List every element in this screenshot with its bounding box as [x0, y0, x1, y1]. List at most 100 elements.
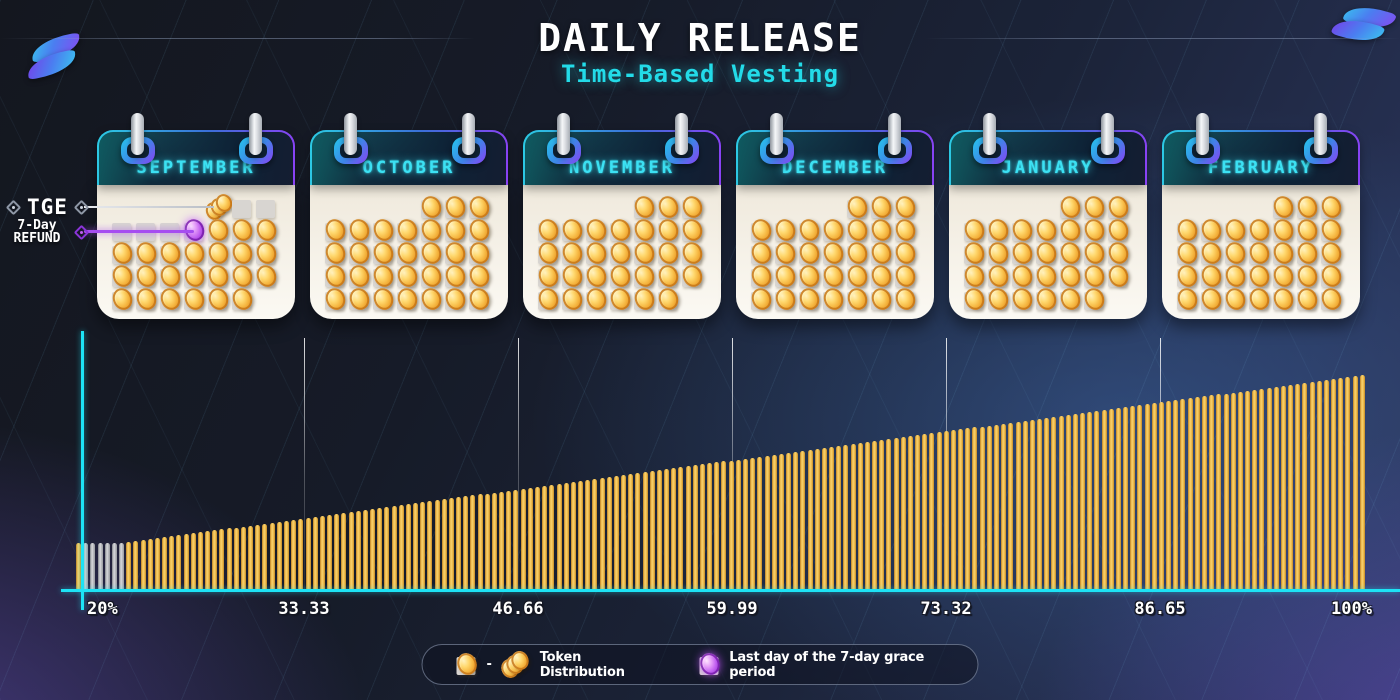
- gold-coin-day: [442, 285, 469, 313]
- pin-stem: [1314, 113, 1327, 155]
- daily-release-bar: [893, 438, 899, 590]
- daily-release-bar: [1158, 402, 1164, 590]
- gold-coin-day: [868, 285, 895, 313]
- gold-coin-day: [655, 193, 682, 221]
- gold-coin-day: [1081, 262, 1108, 290]
- daily-release-bar: [1237, 391, 1243, 590]
- gold-coin-day: [229, 285, 256, 313]
- chart-x-axis: [61, 589, 1400, 592]
- gold-coin-day: [1174, 239, 1201, 267]
- daily-release-bar: [327, 514, 333, 590]
- daily-release-bar: [1230, 392, 1236, 590]
- gold-coin-day: [1318, 262, 1345, 290]
- gold-coin-day: [559, 239, 586, 267]
- daily-release-bar: [907, 436, 913, 590]
- daily-release-bar: [979, 426, 985, 590]
- daily-release-bar: [291, 519, 297, 590]
- x-tick-label: 100%: [1331, 599, 1372, 619]
- daily-release-bar: [413, 503, 419, 590]
- daily-release-bar: [76, 543, 81, 590]
- daily-release-bar: [879, 440, 885, 590]
- daily-release-bar: [1123, 407, 1129, 590]
- gold-coin-day: [583, 216, 610, 244]
- empty-day-cell: [751, 198, 771, 218]
- gold-coin-day: [442, 193, 469, 221]
- daily-release-bar: [1115, 408, 1121, 590]
- legend-separator: -: [486, 657, 492, 672]
- gold-coin-day: [772, 239, 799, 267]
- gold-coin-day: [1081, 193, 1108, 221]
- gold-coin-day: [796, 239, 823, 267]
- daily-release-bar: [886, 439, 892, 590]
- daily-release-bar: [1338, 377, 1344, 590]
- gold-coin-day: [1318, 216, 1345, 244]
- gold-coin-day: [229, 239, 256, 267]
- daily-release-bar: [147, 539, 153, 590]
- gold-coin-day: [1198, 239, 1225, 267]
- binder-pin-icon: [1186, 113, 1220, 164]
- daily-release-bar: [1101, 410, 1107, 590]
- gold-coin-day: [844, 239, 871, 267]
- gold-coin-day: [1270, 239, 1297, 267]
- daily-release-bar: [305, 517, 311, 590]
- grace-period-bar: [90, 543, 96, 590]
- gold-coin-day: [655, 239, 682, 267]
- daily-release-bar: [1130, 406, 1136, 590]
- daily-release-bar: [1087, 411, 1093, 590]
- gold-coin-day: [607, 285, 634, 313]
- binder-pin-icon: [121, 113, 155, 164]
- daily-release-bar: [226, 528, 232, 590]
- binder-pin-icon: [1091, 113, 1125, 164]
- daily-release-bar: [1273, 386, 1279, 590]
- daily-release-bar: [1137, 405, 1143, 590]
- daily-release-bar: [1015, 421, 1021, 590]
- gold-coin-day: [370, 216, 397, 244]
- gold-coin-day: [868, 262, 895, 290]
- daily-release-bar: [958, 429, 964, 590]
- daily-release-bar: [707, 463, 713, 590]
- grace-period-bar: [119, 543, 125, 590]
- daily-release-bar: [1051, 416, 1057, 590]
- gold-coin-day: [394, 262, 421, 290]
- gold-coin-day: [394, 216, 421, 244]
- diamond-icon: [75, 201, 88, 214]
- pin-stem: [888, 113, 901, 155]
- gold-coin-day: [1009, 285, 1036, 313]
- month-title: FEBRUARY: [1208, 158, 1314, 178]
- x-tick-label: 73.32: [920, 599, 972, 619]
- daily-release-bar: [341, 512, 347, 590]
- gold-coin-day: [1294, 285, 1321, 313]
- gold-coin-day: [631, 239, 658, 267]
- daily-release-bar: [671, 468, 677, 590]
- daily-release-bar: [1359, 375, 1365, 590]
- gold-coin-day: [253, 216, 280, 244]
- daily-release-bar: [570, 481, 576, 590]
- daily-release-bar: [621, 475, 627, 590]
- gold-coin-day: [1081, 239, 1108, 267]
- gold-coin-day: [466, 216, 493, 244]
- gold-coin-day: [679, 262, 706, 290]
- daily-release-bar: [850, 443, 856, 590]
- daily-release-bar: [807, 449, 813, 590]
- gold-coin-day: [1294, 193, 1321, 221]
- empty-day-cell: [325, 198, 345, 218]
- daily-release-bar: [728, 460, 734, 590]
- daily-release-bar: [829, 446, 835, 590]
- daily-release-bar: [513, 489, 519, 590]
- daily-release-bar: [864, 442, 870, 590]
- daily-release-bar: [1216, 394, 1222, 590]
- grace-period-bar: [83, 543, 89, 590]
- daily-release-bar: [585, 479, 591, 590]
- daily-release-bar: [133, 541, 139, 590]
- gold-coin-day: [133, 239, 160, 267]
- gold-coin-day: [892, 216, 919, 244]
- gold-coin-day: [1057, 216, 1084, 244]
- calendar-body: [949, 185, 1147, 319]
- month-title: OCTOBER: [362, 158, 456, 178]
- daily-release-bar: [900, 437, 906, 590]
- gold-coin-day: [322, 262, 349, 290]
- calendar-card: SEPTEMBER: [97, 113, 295, 321]
- daily-release-bar: [484, 493, 490, 590]
- grace-period-bar: [104, 543, 110, 590]
- binder-pin-icon: [452, 113, 486, 164]
